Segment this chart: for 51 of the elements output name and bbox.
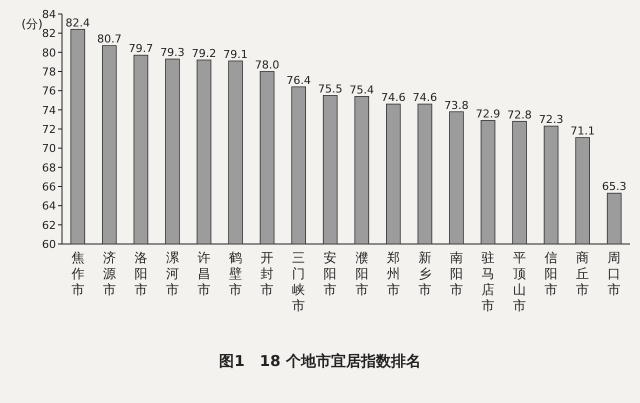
x-tick-label: 南阳市 bbox=[450, 251, 463, 298]
x-tick-label: 平顶山市 bbox=[513, 251, 526, 314]
x-tick-label: 许昌市 bbox=[198, 251, 210, 298]
data-label: 75.4 bbox=[350, 83, 374, 96]
data-label: 72.9 bbox=[476, 107, 500, 120]
y-tick-label: 74 bbox=[42, 104, 56, 117]
x-tick-label: 商丘市 bbox=[576, 251, 590, 298]
data-label: 79.2 bbox=[192, 47, 216, 60]
x-tick-label: 三门峡市 bbox=[292, 251, 306, 314]
x-tick-label: 信阳市 bbox=[544, 251, 558, 298]
x-tick-label: 新乡市 bbox=[418, 251, 432, 298]
x-tick-label: 焦作市 bbox=[70, 251, 84, 298]
x-tick-label: 鹤壁市 bbox=[229, 251, 242, 298]
x-tick-label: 漯河市 bbox=[166, 251, 179, 298]
y-tick-label: 68 bbox=[42, 161, 56, 174]
x-tick-label: 郑州市 bbox=[386, 251, 400, 298]
data-label: 79.1 bbox=[223, 48, 248, 61]
y-tick-label: 76 bbox=[42, 84, 56, 98]
y-tick-label: 78 bbox=[42, 66, 56, 78]
x-tick-label: 洛阳市 bbox=[134, 251, 148, 298]
text: 图1 18 个地市宜居指数排名 bbox=[219, 352, 421, 370]
data-label: 72.8 bbox=[507, 108, 532, 122]
y-tick-label: 80 bbox=[42, 46, 56, 60]
y-tick-label: 62 bbox=[42, 218, 56, 232]
data-label: 72.3 bbox=[538, 113, 564, 126]
x-tick-label: 安阳市 bbox=[324, 250, 337, 298]
data-label: 78.0 bbox=[254, 58, 280, 72]
y-axis-title: (分) bbox=[21, 17, 43, 31]
y-tick-label: 60 bbox=[42, 238, 56, 251]
x-tick-label: 濮阳市 bbox=[355, 251, 368, 298]
data-label: 79.3 bbox=[160, 46, 185, 60]
data-label: 73.8 bbox=[444, 98, 469, 112]
y-tick-label: 82 bbox=[42, 27, 56, 40]
data-label: 74.6 bbox=[381, 91, 406, 104]
x-tick-label: 开封市 bbox=[260, 251, 274, 298]
y-tick-label: 72 bbox=[42, 123, 56, 136]
x-tick-label: 驻马店市 bbox=[482, 251, 494, 314]
data-label: 79.7 bbox=[128, 42, 154, 56]
y-tick-label: 84 bbox=[42, 8, 56, 21]
data-label: 75.5 bbox=[318, 82, 342, 96]
x-tick-label: 周口市 bbox=[608, 251, 621, 298]
y-tick-label: 66 bbox=[42, 180, 56, 194]
data-label: 74.6 bbox=[412, 91, 438, 104]
x-tick-label: 济源市 bbox=[102, 251, 116, 298]
data-label: 65.3 bbox=[602, 180, 626, 194]
data-label: 80.7 bbox=[97, 32, 122, 46]
data-label: 82.4 bbox=[66, 16, 90, 30]
data-label: 76.4 bbox=[286, 74, 311, 87]
y-tick-label: 70 bbox=[42, 142, 56, 156]
data-label: 71.1 bbox=[570, 124, 595, 138]
y-tick-label: 64 bbox=[42, 200, 56, 213]
